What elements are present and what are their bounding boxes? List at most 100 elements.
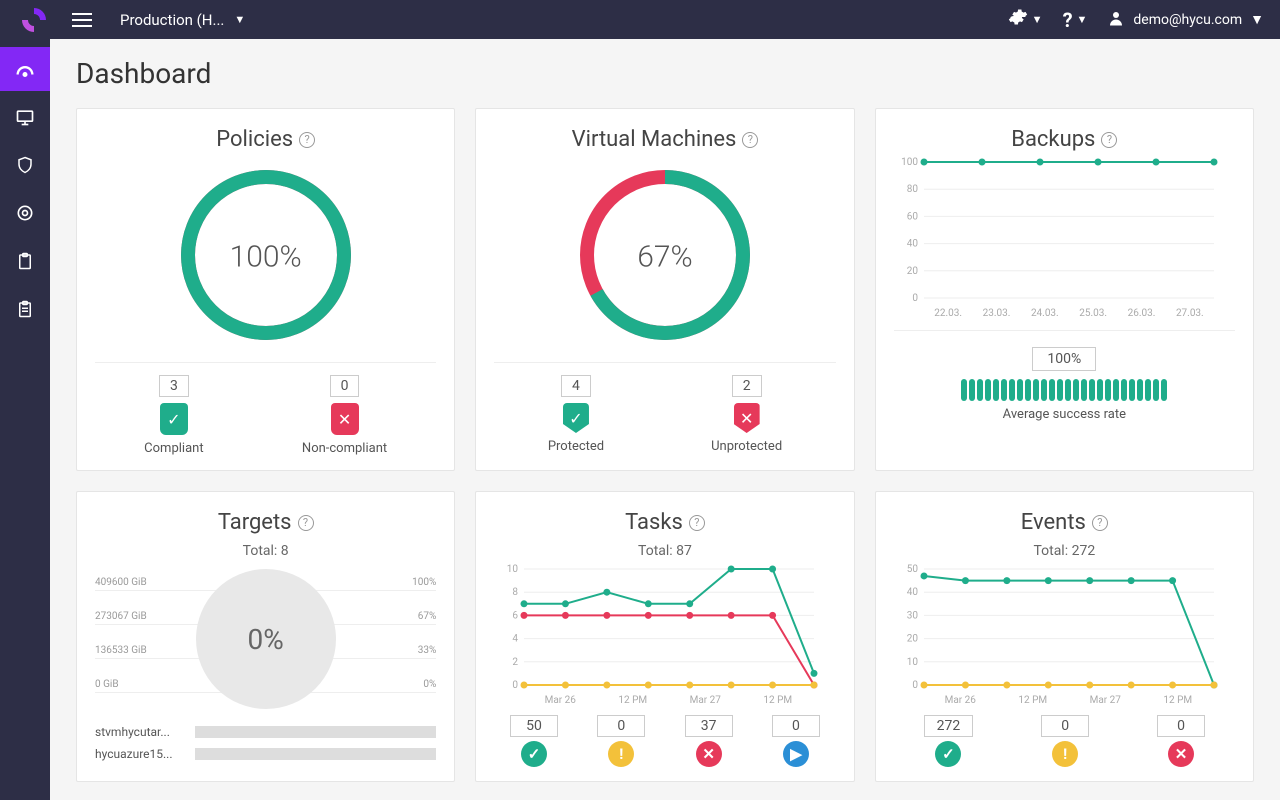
backups-title: Backups — [1011, 127, 1095, 152]
targets-gauge: 409600 GiB100%273067 GiB67%136533 GiB33%… — [95, 569, 436, 709]
targets-title: Targets — [218, 510, 292, 535]
sidebar-item-dashboard[interactable] — [0, 47, 50, 91]
status-count[interactable]: 0! — [597, 715, 645, 767]
svg-text:2: 2 — [513, 657, 519, 668]
backups-chart: 02040608010022.03.23.03.24.03.25.03.26.0… — [894, 152, 1235, 322]
svg-text:25.03.: 25.03. — [1079, 308, 1107, 319]
help-icon[interactable]: ? — [1092, 515, 1108, 531]
status-count[interactable]: 0▶ — [772, 715, 820, 767]
svg-text:Mar 26: Mar 26 — [944, 695, 976, 706]
svg-text:22.03.: 22.03. — [934, 308, 962, 319]
svg-text:30: 30 — [906, 610, 918, 621]
environment-dropdown[interactable]: Production (H... ▼ — [120, 11, 245, 29]
policies-card: Policies? 100% 3 ✓ Compliant 0 — [76, 108, 455, 471]
chevron-down-icon: ▼ — [234, 13, 245, 26]
events-total: Total: 272 — [1033, 543, 1095, 559]
help-icon[interactable]: ? — [742, 132, 758, 148]
vms-percent: 67% — [637, 240, 692, 275]
target-row[interactable]: hycuazure15... — [95, 743, 436, 765]
user-menu[interactable]: demo@hycu.com ▼ — [1107, 9, 1264, 31]
events-card: Events? Total: 272 01020304050Mar 2612 P… — [875, 491, 1254, 782]
svg-text:26.03.: 26.03. — [1127, 308, 1155, 319]
sidebar-item-reports[interactable] — [0, 287, 50, 331]
svg-text:40: 40 — [906, 239, 918, 250]
status-count[interactable]: 50✓ — [510, 715, 558, 767]
user-icon — [1107, 9, 1125, 31]
events-title: Events — [1021, 510, 1086, 535]
help-icon[interactable]: ? — [1101, 132, 1117, 148]
vms-unprotected[interactable]: 2 ✕ Unprotected — [711, 375, 782, 454]
policies-compliant[interactable]: 3 ✓ Compliant — [144, 375, 203, 456]
help-icon[interactable]: ? — [299, 132, 315, 148]
tasks-chart: 0246810Mar 2612 PMMar 2712 PM — [494, 559, 835, 709]
status-count[interactable]: 37✕ — [685, 715, 733, 767]
user-email: demo@hycu.com — [1133, 12, 1242, 28]
svg-text:Mar 27: Mar 27 — [690, 695, 722, 706]
vms-title: Virtual Machines — [572, 127, 737, 152]
policies-donut: 100% — [181, 170, 351, 344]
svg-text:100: 100 — [901, 157, 918, 168]
settings-menu[interactable]: ▼ — [1008, 7, 1043, 32]
sidebar-item-vms[interactable] — [0, 95, 50, 139]
backups-subtitle: Average success rate — [1003, 407, 1126, 422]
x-icon: ✕ — [331, 403, 359, 435]
check-icon: ✓ — [160, 403, 188, 435]
vms-donut: 67% — [580, 170, 750, 344]
events-counts: 272✓ 0! 0✕ — [894, 715, 1235, 767]
help-icon: ? — [1063, 8, 1073, 32]
help-menu[interactable]: ? ▼ — [1063, 8, 1088, 32]
svg-text:24.03.: 24.03. — [1031, 308, 1059, 319]
svg-text:23.03.: 23.03. — [982, 308, 1010, 319]
shield-check-icon: ✓ — [563, 403, 589, 433]
policies-title: Policies — [216, 127, 293, 152]
svg-text:80: 80 — [906, 184, 918, 195]
tasks-total: Total: 87 — [638, 543, 692, 559]
tasks-counts: 50✓ 0! 37✕ 0▶ — [494, 715, 835, 767]
targets-gauge-value: 0% — [196, 569, 336, 709]
status-count[interactable]: 0! — [1041, 715, 1089, 767]
menu-toggle[interactable] — [72, 13, 92, 27]
status-count[interactable]: 272✓ — [924, 715, 974, 767]
targets-total: Total: 8 — [243, 543, 289, 559]
sidebar-item-targets[interactable] — [0, 191, 50, 235]
targets-card: Targets? Total: 8 409600 GiB100%273067 G… — [76, 491, 455, 782]
policies-percent: 100% — [230, 240, 302, 275]
help-icon[interactable]: ? — [689, 515, 705, 531]
svg-text:40: 40 — [906, 587, 918, 598]
topbar: Production (H... ▼ ▼ ? ▼ demo@hycu.com ▼ — [0, 0, 1280, 39]
backups-card: Backups? 02040608010022.03.23.03.24.03.2… — [875, 108, 1254, 471]
tasks-card: Tasks? Total: 87 0246810Mar 2612 PMMar 2… — [475, 491, 854, 782]
svg-text:12 PM: 12 PM — [1018, 695, 1047, 706]
svg-text:12 PM: 12 PM — [619, 695, 648, 706]
target-row[interactable]: stvmhycutar... — [95, 721, 436, 743]
svg-text:20: 20 — [906, 634, 918, 645]
gear-icon — [1008, 7, 1028, 32]
logo — [16, 2, 52, 38]
vms-protected[interactable]: 4 ✓ Protected — [548, 375, 604, 454]
sidebar — [0, 39, 50, 800]
svg-text:12 PM: 12 PM — [1163, 695, 1192, 706]
svg-text:60: 60 — [906, 211, 918, 222]
sidebar-item-policies[interactable] — [0, 143, 50, 187]
vms-card: Virtual Machines? 67% 4 ✓ Protected — [475, 108, 854, 471]
status-count[interactable]: 0✕ — [1157, 715, 1205, 767]
svg-text:6: 6 — [513, 610, 519, 621]
events-chart: 01020304050Mar 2612 PMMar 2712 PM — [894, 559, 1235, 709]
svg-text:4: 4 — [513, 634, 519, 645]
backups-rate: 100% — [1032, 347, 1096, 371]
shield-x-icon: ✕ — [734, 403, 760, 433]
svg-text:10: 10 — [906, 657, 918, 668]
policies-noncompliant[interactable]: 0 ✕ Non-compliant — [302, 375, 387, 456]
chevron-down-icon: ▼ — [1250, 11, 1264, 28]
svg-text:0: 0 — [513, 680, 519, 691]
chevron-down-icon: ▼ — [1077, 13, 1088, 26]
help-icon[interactable]: ? — [298, 515, 314, 531]
svg-text:Mar 27: Mar 27 — [1089, 695, 1121, 706]
sidebar-item-jobs[interactable] — [0, 239, 50, 283]
svg-text:20: 20 — [906, 266, 918, 277]
svg-text:0: 0 — [912, 680, 918, 691]
content-area: Dashboard Policies? 100% 3 ✓ Complian — [50, 39, 1280, 800]
svg-text:12 PM: 12 PM — [764, 695, 793, 706]
chevron-down-icon: ▼ — [1032, 13, 1043, 26]
page-title: Dashboard — [76, 57, 1254, 90]
